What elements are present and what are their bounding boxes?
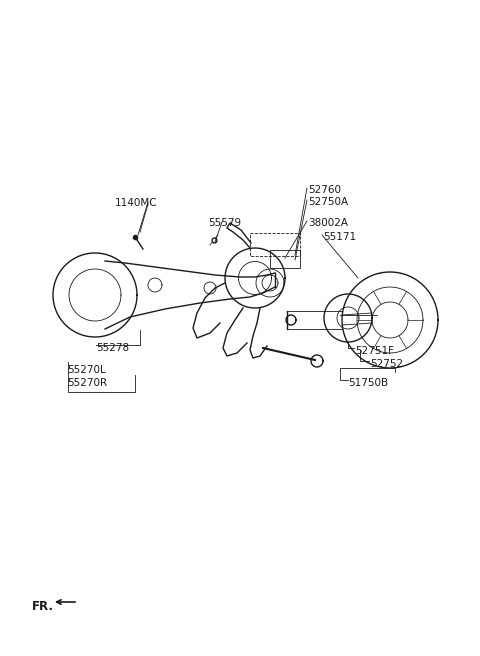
Text: 55278: 55278: [96, 343, 129, 353]
Text: 55579: 55579: [208, 218, 241, 228]
Text: 1140MC: 1140MC: [115, 198, 157, 208]
Text: 55171: 55171: [323, 232, 356, 242]
Text: 51750B: 51750B: [348, 378, 388, 388]
Text: 55270R: 55270R: [67, 378, 107, 388]
Text: FR.: FR.: [32, 600, 54, 613]
Text: 52750A: 52750A: [308, 197, 348, 207]
Text: 38002A: 38002A: [308, 218, 348, 228]
Text: 55270L: 55270L: [67, 365, 106, 375]
Text: 52760: 52760: [308, 185, 341, 195]
Text: 52751F: 52751F: [355, 346, 394, 356]
Text: 52752: 52752: [370, 359, 403, 369]
